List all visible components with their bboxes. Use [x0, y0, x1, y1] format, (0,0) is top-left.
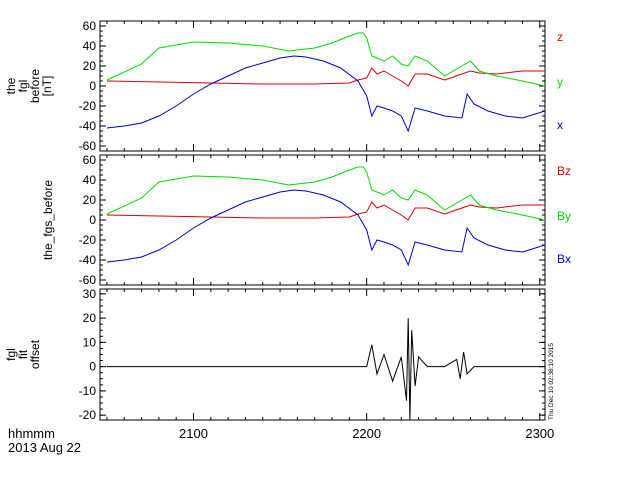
panels-layer: 6040200-20-40-60thefglbefore[nT]zyx60402… [4, 19, 571, 422]
y-tick-label: 40 [83, 173, 97, 187]
y-tick-label: -40 [79, 253, 97, 267]
y-tick-label: 0 [89, 79, 96, 93]
y-tick-label: -60 [79, 273, 97, 287]
series-line-by [106, 166, 545, 221]
y-axis-label: offset [28, 339, 42, 369]
series-line-bx [106, 189, 545, 267]
panel-frame [99, 20, 546, 152]
y-tick-label: 60 [83, 19, 97, 33]
panel-2: 60 40 20 0 -20 -40 -60 the_fgs_before Bz By Bx [41, 153, 571, 287]
date-label: 2013 Aug 22 [8, 440, 81, 455]
legend-label-by: By [557, 209, 571, 223]
y-tick-label: 0 [89, 213, 96, 227]
generation-timestamp: Thu Dec 10 02:38:10 2015 [548, 343, 555, 420]
y-tick-label: 20 [83, 311, 97, 325]
y-axis-label: the [4, 77, 18, 94]
legend-label-x: x [557, 118, 563, 132]
series-line-bz [106, 201, 545, 221]
series-line-y [106, 32, 545, 87]
series-line-z [106, 67, 545, 87]
legend-label-bx: Bx [557, 252, 571, 266]
y-tick-label: 10 [83, 335, 97, 349]
y-tick-label: 20 [83, 59, 97, 73]
y-tick-label: 40 [83, 39, 97, 53]
y-axis-label: before [28, 69, 42, 103]
y-tick-label: -20 [79, 99, 97, 113]
y-tick-label: -20 [79, 233, 97, 247]
panel-frame [99, 154, 546, 286]
y-axis-label: fgl [16, 80, 30, 93]
x-axis-layer: 2100 2200 2300 [179, 426, 554, 441]
y-tick-label: -60 [79, 139, 97, 153]
y-tick-label: -10 [79, 384, 97, 398]
time-format-label: hhmmm [8, 426, 55, 441]
y-tick-label: 20 [83, 193, 97, 207]
legend-label-bz: Bz [557, 164, 571, 178]
x-tick-label: 2300 [525, 426, 554, 441]
y-tick-label: -20 [79, 408, 97, 422]
y-axis-label: fit [16, 349, 30, 359]
y-tick-label: 0 [89, 360, 96, 374]
series-line-x [106, 55, 545, 133]
y-tick-label: -40 [79, 119, 97, 133]
x-tick-label: 2100 [179, 426, 208, 441]
y-axis-label: [nT] [40, 76, 54, 97]
legend-label-z: z [557, 30, 563, 44]
y-tick-label: 60 [83, 153, 97, 167]
series-line-offset [106, 318, 545, 420]
panel-frame [99, 288, 546, 421]
y-axis-label: fgl [4, 348, 18, 361]
y-axis-label: the_fgs_before [41, 180, 55, 260]
y-tick-label: 30 [83, 287, 97, 301]
x-tick-label: 2200 [352, 426, 381, 441]
legend-label-y: y [557, 75, 563, 89]
